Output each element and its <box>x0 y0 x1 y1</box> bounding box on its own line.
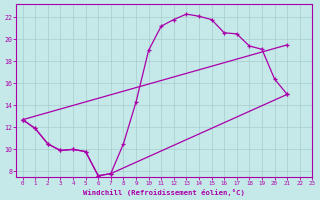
X-axis label: Windchill (Refroidissement éolien,°C): Windchill (Refroidissement éolien,°C) <box>84 189 245 196</box>
